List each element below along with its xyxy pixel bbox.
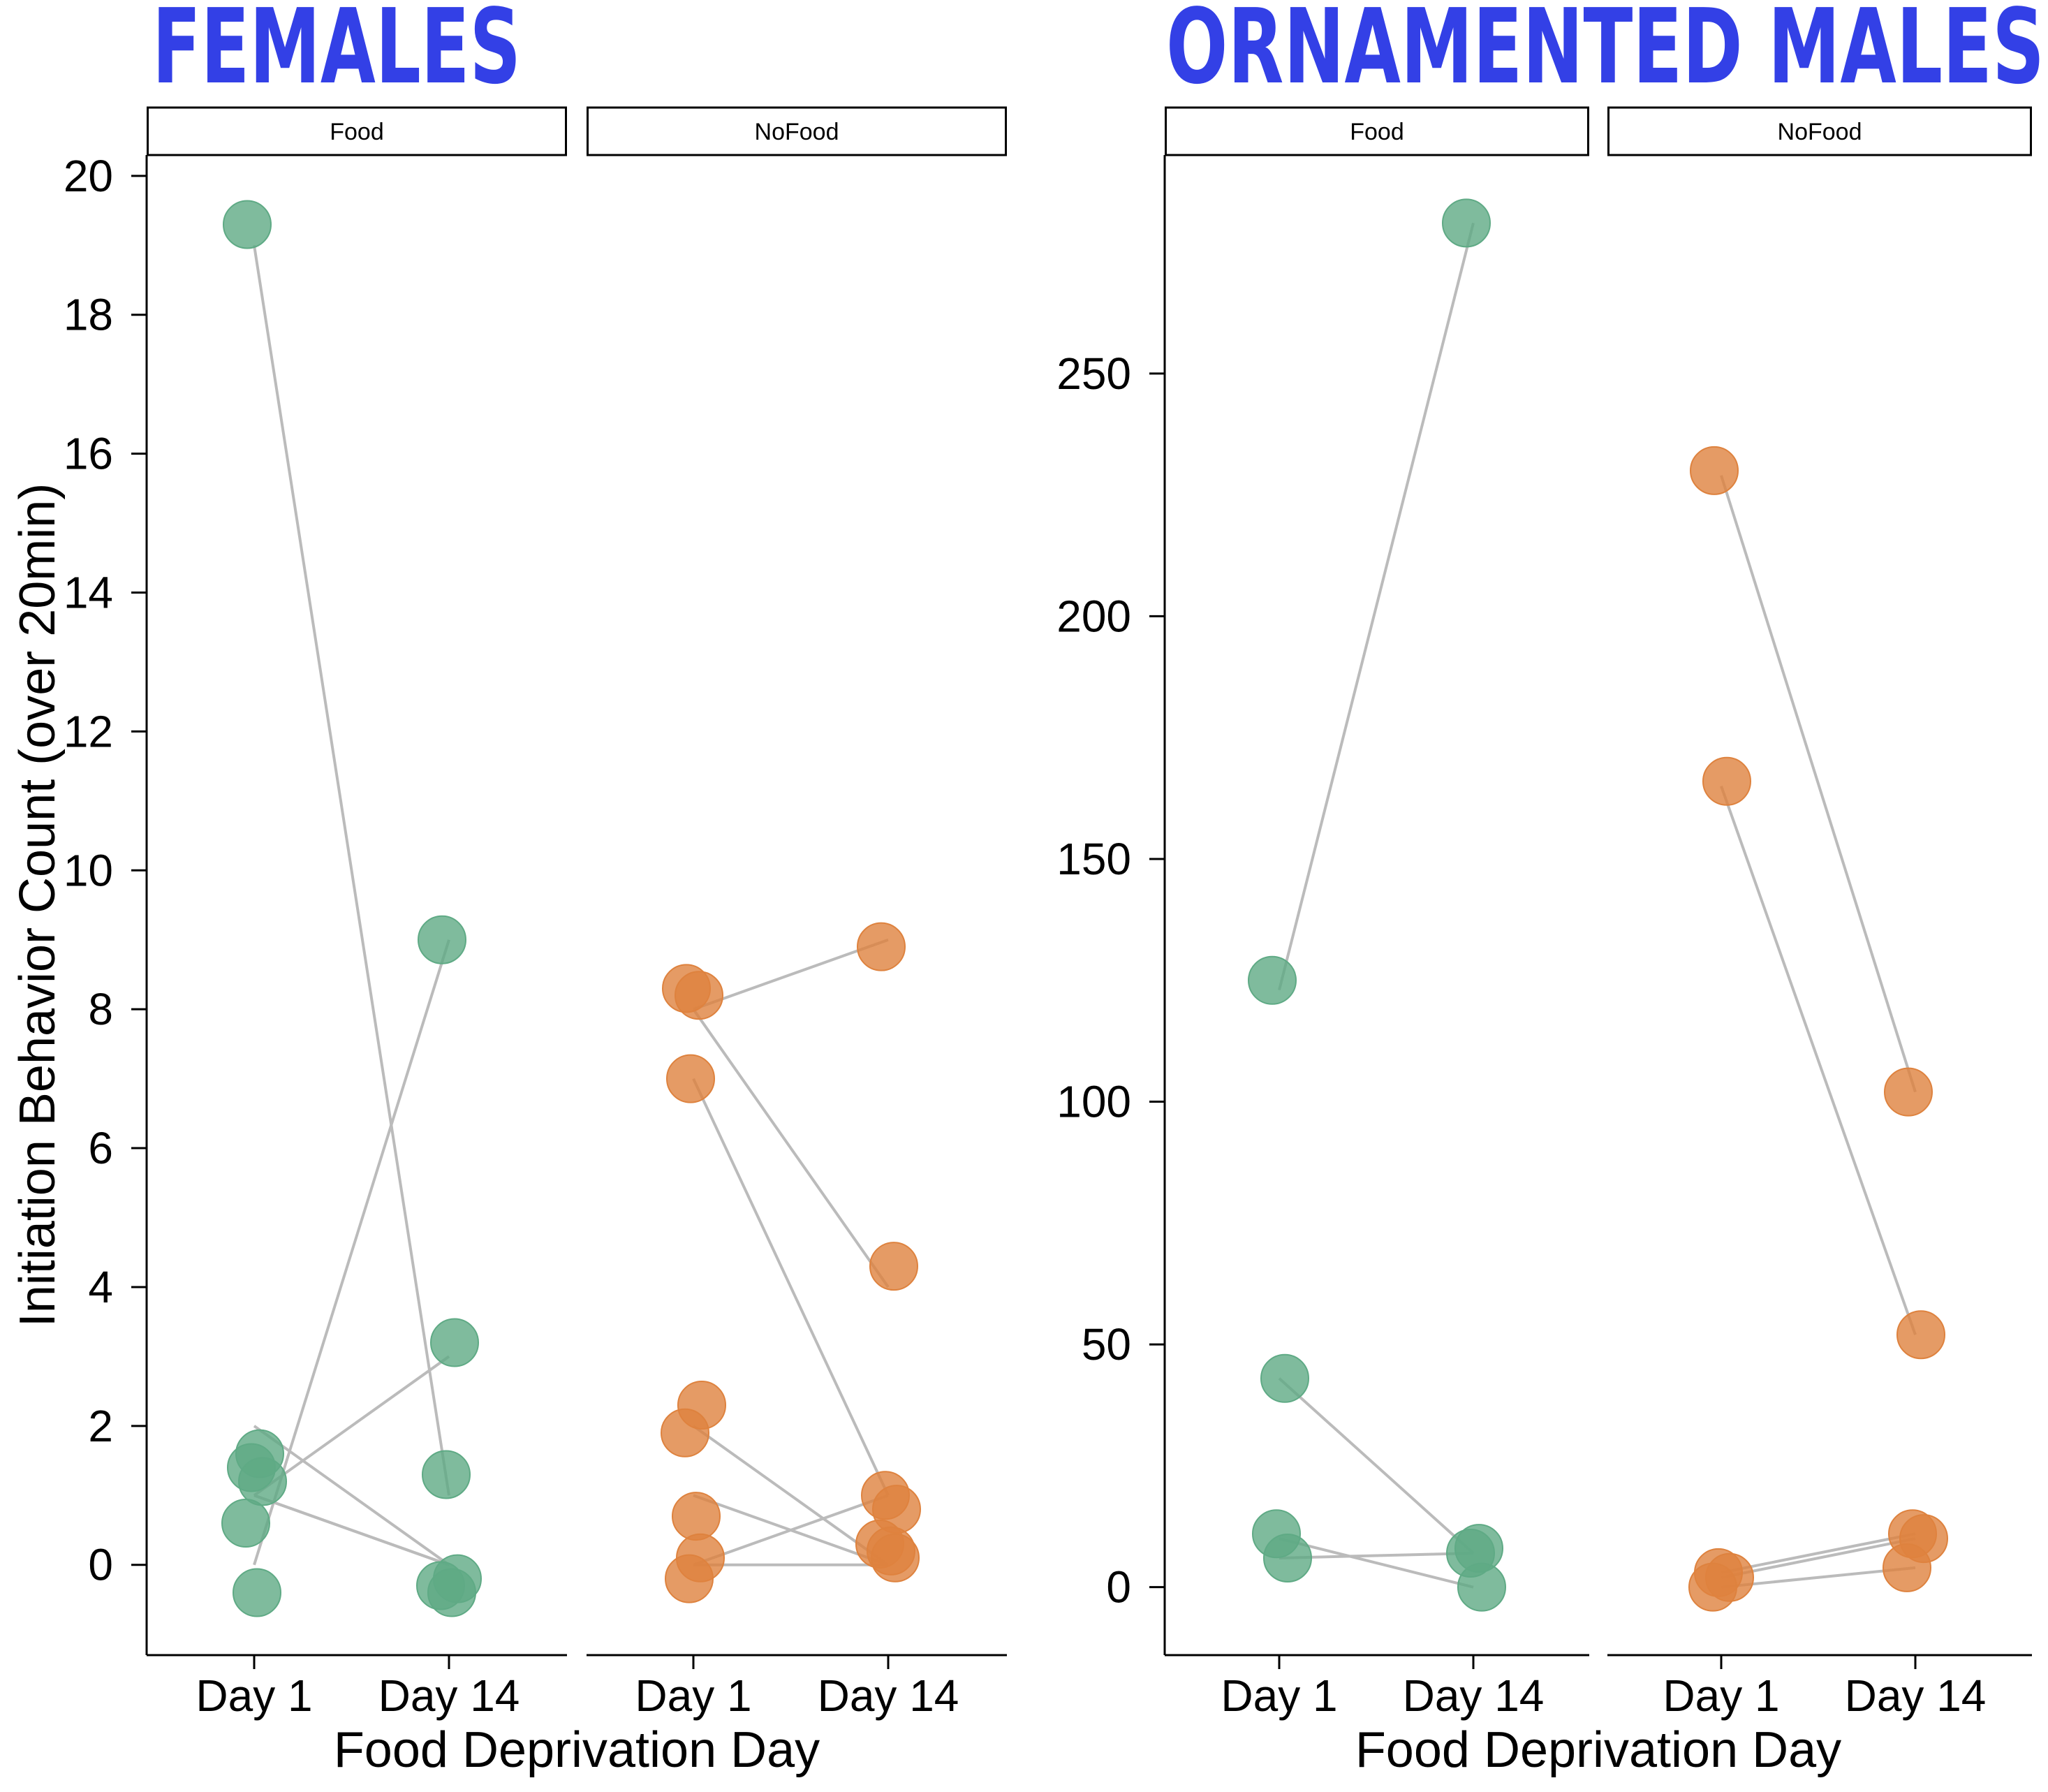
- x-axis-title: Food Deprivation Day: [1355, 1722, 1841, 1778]
- data-point: [422, 1450, 471, 1499]
- pair-line: [1278, 1377, 1475, 1555]
- data-point: [221, 1499, 270, 1548]
- data-point: [1263, 1533, 1312, 1582]
- y-tick-label: 8: [88, 984, 113, 1034]
- data-point: [223, 200, 272, 249]
- data-point: [233, 1568, 281, 1617]
- facet-strip-label: NoFood: [1778, 119, 1862, 145]
- data-point: [661, 1408, 709, 1457]
- y-tick-label: 14: [64, 568, 113, 618]
- panel-nofood: NoFood Day 1 Day 14: [1607, 106, 2032, 1721]
- x-tick-label: Day 1: [196, 1670, 312, 1721]
- y-axis-title: Initiation Behavior Count (over 20min): [10, 483, 66, 1328]
- data-point: [427, 1568, 476, 1617]
- pair-line: [1720, 786, 1917, 1335]
- y-tick-label: 10: [64, 845, 113, 895]
- pair-line: [253, 244, 450, 1496]
- data-point: [1702, 756, 1751, 806]
- data-point: [1883, 1543, 1931, 1592]
- y-tick-label: 50: [1082, 1319, 1131, 1369]
- pair-line: [253, 1425, 450, 1566]
- data-point: [1260, 1353, 1309, 1403]
- data-point: [1457, 1562, 1506, 1612]
- y-tick-label: 12: [64, 706, 113, 756]
- facet-strip-label: Food: [1350, 119, 1404, 145]
- x-tick-label: Day 14: [1845, 1670, 1987, 1721]
- y-tick-label: 0: [88, 1540, 113, 1590]
- x-tick-label: Day 14: [1403, 1670, 1545, 1721]
- data-point: [869, 1242, 918, 1291]
- facet-strip-label: Food: [330, 119, 384, 145]
- facet-strip: [587, 106, 1007, 156]
- y-tick-label: 250: [1056, 348, 1131, 399]
- pair-line: [693, 1494, 889, 1566]
- x-tick-label: Day 14: [818, 1670, 959, 1721]
- panel-food: Food Day 1 Day 14: [1165, 106, 1589, 1721]
- data-point: [871, 1533, 920, 1582]
- chart-title: ORNAMENTED MALES: [1166, 0, 2045, 107]
- data-point: [418, 915, 466, 964]
- pair-line: [1720, 475, 1917, 1093]
- pair-line: [1721, 1532, 1916, 1574]
- data-point: [1248, 955, 1297, 1005]
- pair-line: [1721, 1537, 1916, 1579]
- pair-line: [1279, 1537, 1474, 1589]
- y-tick-label: 100: [1056, 1077, 1131, 1127]
- chart-title: FEMALES: [152, 0, 521, 107]
- y-tick-label: 150: [1056, 834, 1131, 884]
- y-tick-label: 18: [64, 290, 113, 340]
- pair-line: [253, 1355, 450, 1497]
- data-point: [238, 1457, 287, 1506]
- y-tick-label: 200: [1056, 591, 1131, 641]
- y-tick-label: 2: [88, 1401, 113, 1451]
- pair-line: [253, 1494, 450, 1566]
- panel-nofood: NoFood Day 1 Day 14: [587, 106, 1007, 1721]
- data-point: [1884, 1067, 1933, 1117]
- facet-strip-label: NoFood: [755, 119, 839, 145]
- y-tick-label: 0: [1106, 1562, 1131, 1613]
- data-point: [665, 1554, 714, 1603]
- pair-line: [1278, 222, 1475, 991]
- y-tick-label: 4: [88, 1262, 113, 1312]
- data-point: [675, 971, 723, 1020]
- y-tick-label: 6: [88, 1123, 113, 1173]
- data-point: [857, 922, 906, 971]
- data-point: [1896, 1310, 1945, 1360]
- x-tick-label: Day 14: [378, 1670, 520, 1721]
- data-point: [1688, 1562, 1737, 1612]
- pair-line: [693, 938, 889, 1011]
- facet-strip: [147, 106, 567, 156]
- ornamented-males-chart: ORNAMENTED MALES 0 50 100 150 200 250 Food Depr…: [1056, 0, 2045, 1778]
- pair-line: [253, 939, 450, 1566]
- x-tick-label: Day 1: [1221, 1670, 1337, 1721]
- x-axis-title: Food Deprivation Day: [334, 1722, 820, 1778]
- facet-strip: [1165, 106, 1589, 156]
- y-tick-label: 16: [64, 429, 113, 479]
- pair-line: [692, 1008, 890, 1288]
- data-point: [1442, 198, 1491, 248]
- y-tick-label: 20: [64, 151, 113, 201]
- x-tick-label: Day 1: [1663, 1670, 1779, 1721]
- data-point: [666, 1054, 715, 1103]
- panel-food: Food Day 1 Day 14: [147, 106, 567, 1721]
- data-point: [430, 1318, 479, 1367]
- females-chart: FEMALES 0 2 4 6 8 10 12 14 16 18 20 Initiation Behav…: [10, 0, 1007, 1778]
- facet-strip: [1607, 106, 2032, 156]
- x-tick-label: Day 1: [635, 1670, 751, 1721]
- data-point: [1690, 446, 1739, 495]
- data-point: [672, 1492, 721, 1541]
- pair-line: [692, 1078, 890, 1497]
